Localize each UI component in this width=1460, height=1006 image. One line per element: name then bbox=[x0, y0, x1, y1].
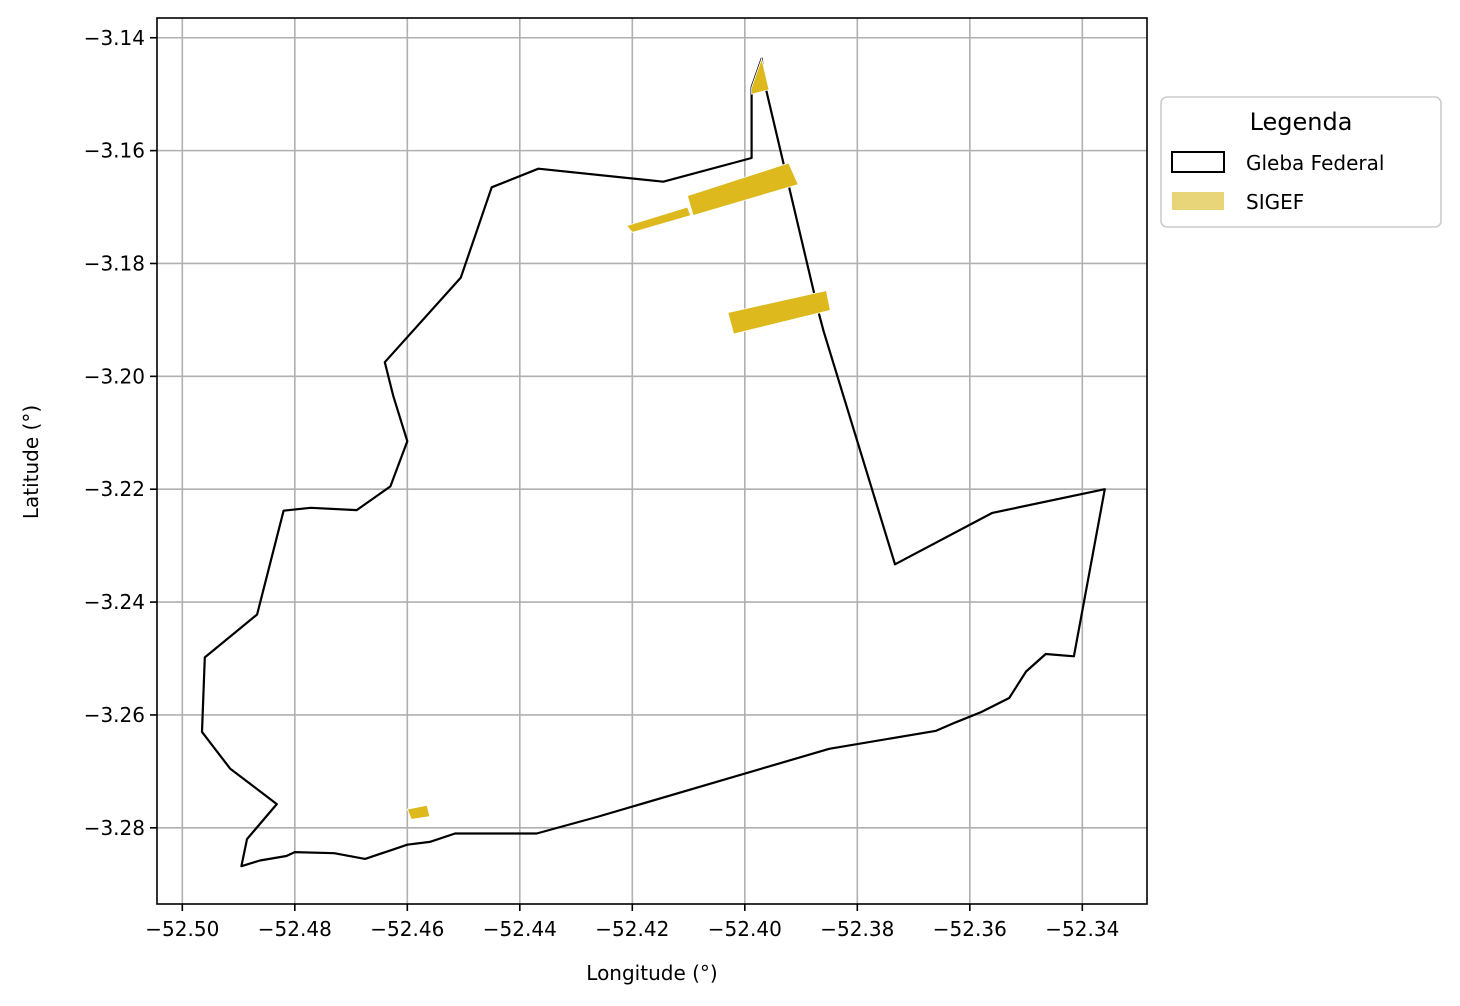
legend-swatch-sigef bbox=[1172, 192, 1224, 210]
y-tick-label: −3.18 bbox=[84, 251, 145, 275]
legend-label-gleba-federal: Gleba Federal bbox=[1246, 151, 1384, 175]
x-tick-label: −52.34 bbox=[1045, 917, 1119, 941]
y-tick-label: −3.26 bbox=[84, 703, 145, 727]
sigef-parcel bbox=[406, 804, 431, 820]
legend-label-sigef: SIGEF bbox=[1246, 190, 1304, 214]
gleba-federal-boundary bbox=[200, 57, 1106, 868]
y-tick-label: −3.28 bbox=[84, 816, 145, 840]
legend-swatch-gleba-federal bbox=[1171, 151, 1225, 173]
sigef-parcel bbox=[686, 162, 799, 216]
x-tick-label: −52.44 bbox=[483, 917, 557, 941]
legend: Legenda Gleba Federal SIGEF bbox=[1160, 96, 1442, 228]
y-tick-label: −3.24 bbox=[84, 590, 145, 614]
legend-box bbox=[1160, 96, 1442, 228]
y-tick-label: −3.20 bbox=[84, 364, 145, 388]
x-axis-label: Longitude (°) bbox=[586, 961, 717, 985]
x-tick-label: −52.42 bbox=[595, 917, 669, 941]
y-axis-label: Latitude (°) bbox=[19, 405, 43, 519]
y-tick-label: −3.22 bbox=[84, 477, 145, 501]
sigef-parcel bbox=[626, 206, 692, 233]
sigef-parcel bbox=[727, 290, 831, 335]
x-tick-label: −52.48 bbox=[258, 917, 332, 941]
x-tick-label: −52.46 bbox=[370, 917, 444, 941]
sigef-parcel bbox=[751, 57, 770, 95]
map-layers bbox=[200, 57, 1106, 868]
plot-frame bbox=[156, 17, 1148, 905]
y-tick-label: −3.16 bbox=[84, 139, 145, 163]
y-tick-label: −3.14 bbox=[84, 26, 145, 50]
legend-title: Legenda bbox=[1250, 108, 1353, 136]
x-tick-label: −52.36 bbox=[933, 917, 1007, 941]
x-tick-label: −52.38 bbox=[820, 917, 894, 941]
x-tick-label: −52.40 bbox=[708, 917, 782, 941]
x-tick-label: −52.50 bbox=[145, 917, 219, 941]
grid-lines bbox=[157, 18, 1147, 904]
axis-ticks: −52.50 −52.48 −52.46 −52.44 −52.42 −52.40 −52.… bbox=[84, 26, 1120, 941]
